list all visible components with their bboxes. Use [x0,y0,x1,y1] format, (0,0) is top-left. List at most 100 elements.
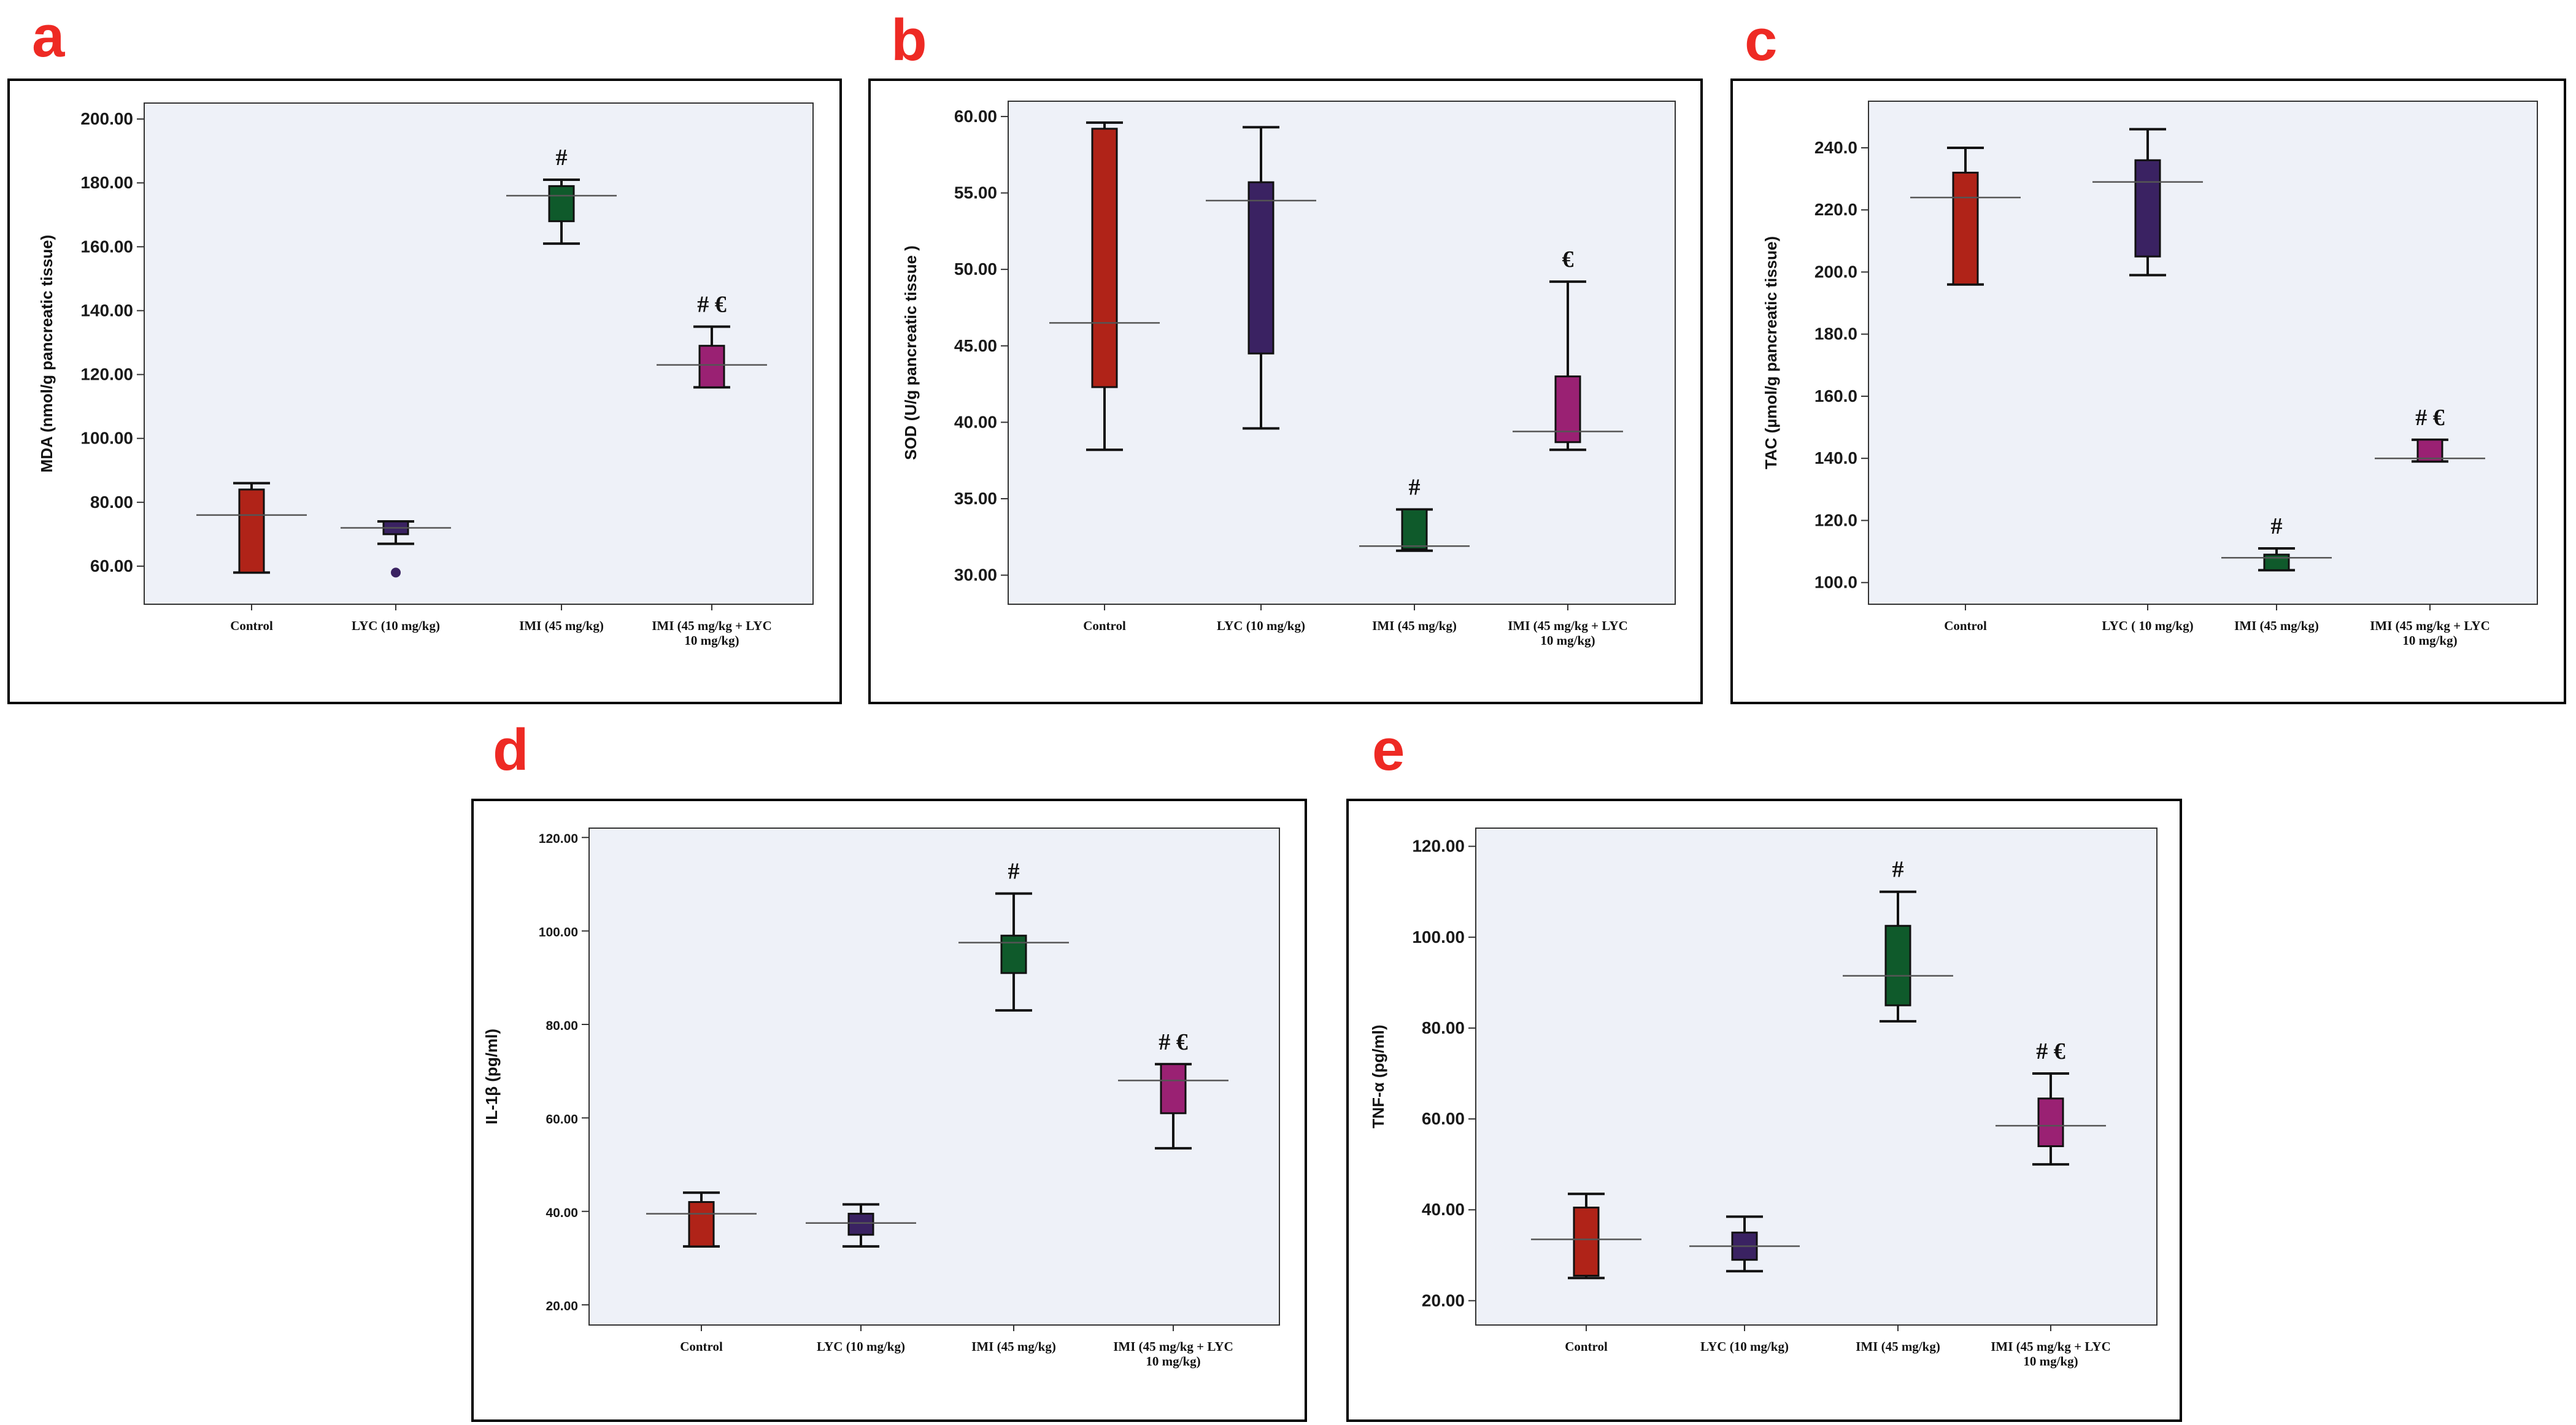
x-category-label: IMI (45 mg/kg) [519,618,604,633]
x-category-label: Control [230,618,273,633]
x-category-label: Control [1083,618,1126,633]
significance-annotation: # [1892,857,1904,883]
y-tick-label: 40.00 [1422,1200,1465,1219]
y-tick-label: 140.00 [80,301,133,320]
x-category-label: Control [680,1339,723,1354]
y-tick-label: 80.00 [90,493,133,512]
box-imi [1000,934,1027,974]
y-tick-label: 55.00 [954,183,997,202]
y-tick-label: 180.00 [80,173,133,192]
y-tick-label: 45.00 [954,336,997,355]
box-combo [1160,1063,1187,1115]
y-axis-title: MDA (nmol/g pancreatic tissue) [37,235,56,473]
significance-annotation: € [1562,247,1574,272]
chart-d: 20.00 40.00 60.00 80.00 100.00 120.00 IL-1β (p… [482,828,1280,1369]
panel-letter-d: d [493,717,529,783]
x-category-label: 10 mg/kg) [1540,633,1595,648]
y-tick-label: 40.00 [546,1206,578,1220]
panel-letter-c: c [1745,7,1778,73]
y-tick-label: 100.00 [80,429,133,448]
plot-area [1868,101,2538,605]
y-axis-title: SOD (U/g pancreatic tissue ) [901,245,920,460]
y-tick-label: 240.0 [1814,138,1857,157]
x-category-label: LYC ( 10 mg/kg) [2102,618,2193,633]
significance-annotation: # [2271,513,2283,539]
x-category-label: IMI (45 mg/kg) [1856,1339,1940,1354]
box-combo [698,345,725,388]
box-imi [1401,508,1428,550]
chart-a: 60.00 80.00 100.00 120.00 140.00 160.00 180.00… [37,102,814,648]
y-tick-label: 100.00 [1412,928,1465,947]
y-axis-title: IL-1β (pg/ml) [482,1029,501,1124]
box-control [238,488,265,574]
x-category-label: IMI (45 mg/kg + LYC [2370,618,2490,633]
x-category-label: LYC (10 mg/kg) [1700,1339,1789,1354]
y-tick-label: 140.0 [1814,448,1857,467]
x-category-label: IMI (45 mg/kg + LYC [1508,618,1628,633]
y-tick-label: 120.00 [80,365,133,384]
plot-area [1008,101,1676,605]
x-category-label: 10 mg/kg) [2023,1354,2078,1369]
box-imi [1884,924,1911,1007]
y-tick-label: 180.0 [1814,325,1857,344]
y-tick-label: 200.00 [80,109,133,128]
x-category-label: Control [1565,1339,1608,1354]
y-tick-label: 60.00 [954,107,997,126]
chart-e: 20.00 40.00 60.00 80.00 100.00 120.00 TNF-α (p… [1369,828,2158,1369]
x-category-label: 10 mg/kg) [2402,633,2457,648]
box-control [1091,128,1118,388]
chart-b: 30.00 35.00 40.00 45.00 50.00 55.00 60.00 SOD (… [901,101,1676,648]
x-category-label: IMI (45 mg/kg) [2234,618,2319,633]
box-control [1573,1207,1600,1277]
chart-c: 100.0 120.0 140.0 160.0 180.0 200.0 220.0 240.0… [1762,101,2538,648]
significance-annotation: # € [1159,1029,1188,1055]
x-category-label: 10 mg/kg) [684,633,739,648]
x-category-label: IMI (45 mg/kg + LYC [1991,1339,2111,1354]
x-category-label: LYC (10 mg/kg) [1217,618,1305,633]
box-lyc [1248,181,1275,355]
y-tick-label: 60.00 [90,556,133,575]
y-tick-label: 160.0 [1814,386,1857,405]
x-category-label: LYC (10 mg/kg) [352,618,440,633]
significance-annotation: # [1409,474,1421,500]
significance-annotation: # [1008,859,1020,885]
box-combo [1554,375,1581,444]
y-tick-label: 60.00 [546,1112,578,1126]
x-category-label: Control [1944,618,1987,633]
y-tick-label: 40.00 [954,412,997,431]
significance-annotation: # [556,145,568,171]
y-tick-label: 80.00 [546,1019,578,1033]
y-tick-label: 20.00 [546,1299,578,1313]
y-tick-label: 200.0 [1814,262,1857,281]
x-category-label: IMI (45 mg/kg + LYC [652,618,772,633]
y-tick-label: 160.00 [80,237,133,256]
y-tick-label: 60.00 [1422,1109,1465,1128]
significance-annotation: # € [2415,405,2445,431]
y-tick-label: 20.00 [1422,1291,1465,1310]
x-category-label: LYC (10 mg/kg) [817,1339,905,1354]
box-lyc [847,1213,874,1236]
x-category-label: IMI (45 mg/kg) [1372,618,1457,633]
y-axis-title: TNF-α (pg/ml) [1369,1024,1387,1128]
y-tick-label: 120.0 [1814,510,1857,529]
box-imi [2263,553,2290,571]
panel-letter-a: a [32,4,65,69]
panel-letter-b: b [891,7,927,73]
box-lyc [2134,159,2161,258]
y-tick-label: 120.00 [539,832,578,846]
y-tick-label: 100.0 [1814,573,1857,592]
y-tick-label: 80.00 [1422,1018,1465,1037]
outlier-point [391,567,401,578]
y-tick-label: 120.00 [1412,837,1465,856]
y-tick-label: 220.0 [1814,200,1857,219]
y-axis-title: TAC (µmol/g pancreatic tissue) [1762,236,1780,469]
panel-letter-e: e [1372,717,1405,783]
x-category-label: IMI (45 mg/kg + LYC [1113,1339,1233,1354]
y-tick-label: 50.00 [954,259,997,278]
x-category-label: IMI (45 mg/kg) [971,1339,1056,1354]
y-tick-label: 30.00 [954,566,997,585]
box-imi [548,185,575,223]
significance-annotation: # € [2036,1039,2065,1064]
significance-annotation: # € [697,291,727,317]
